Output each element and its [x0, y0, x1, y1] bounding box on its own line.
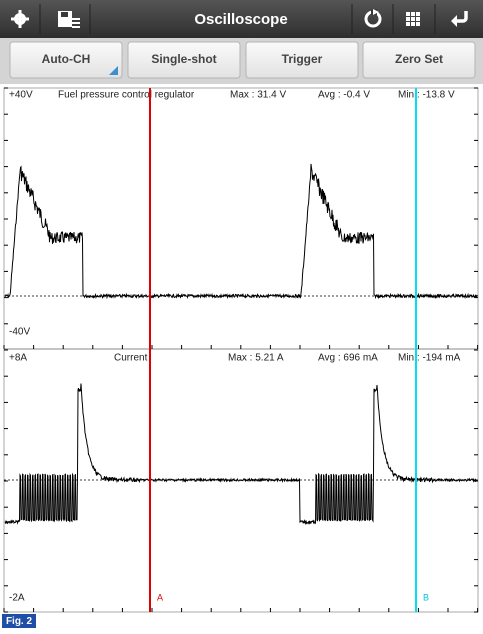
grid-icon[interactable]	[406, 12, 420, 26]
grid-cell	[416, 17, 420, 21]
button-label: Single-shot	[151, 52, 216, 66]
button-label: Trigger	[282, 52, 323, 66]
min-value: Min : -13.8 V	[398, 90, 455, 101]
button[interactable]: Single-shot	[127, 41, 241, 79]
button-label: Auto-CH	[42, 52, 91, 66]
current-waveform	[4, 383, 478, 526]
figure-badge	[2, 614, 36, 628]
button[interactable]: Trigger	[245, 41, 359, 79]
grid-cell	[411, 17, 415, 21]
scale-max: +8A	[9, 353, 27, 364]
scale-max: +40V	[9, 90, 33, 101]
cursor-label: A	[157, 592, 163, 602]
voltage-waveform	[4, 163, 478, 300]
scale-min: -40V	[9, 327, 30, 338]
cursor-label: B	[423, 592, 429, 602]
min-value: Min : -194 mA	[398, 353, 461, 364]
grid-cell	[411, 12, 415, 16]
grid-cell	[416, 22, 420, 26]
grid-cell	[406, 17, 410, 21]
refresh-icon[interactable]	[364, 9, 382, 28]
dropdown-indicator	[109, 66, 118, 75]
avg-value: Avg : 696 mA	[318, 353, 378, 364]
grid-cell	[411, 22, 415, 26]
button-face	[9, 41, 123, 79]
grid-cell	[416, 12, 420, 16]
back-icon[interactable]	[451, 11, 468, 27]
button-label: Zero Set	[395, 52, 443, 66]
top-bar	[0, 0, 483, 38]
scope-area	[3, 87, 479, 613]
scale-min: -2A	[9, 593, 25, 604]
avg-value: Avg : -0.4 V	[318, 90, 370, 101]
max-value: Max : 31.4 V	[230, 90, 286, 101]
figure-label: Fig. 2	[6, 616, 33, 627]
grid-cell	[406, 12, 410, 16]
button[interactable]: Zero Set	[362, 41, 476, 79]
button-face	[245, 41, 359, 79]
button-face	[127, 41, 241, 79]
button[interactable]: Auto-CH	[9, 41, 123, 79]
grid-cell	[406, 22, 410, 26]
button-face	[362, 41, 476, 79]
app-title: Oscilloscope	[194, 11, 287, 28]
channel-name: Fuel pressure control regulator	[58, 90, 195, 101]
settings-icon[interactable]	[11, 10, 29, 28]
channel-name: Current	[114, 353, 148, 364]
max-value: Max : 5.21 A	[228, 353, 284, 364]
save-icon[interactable]	[58, 11, 80, 28]
